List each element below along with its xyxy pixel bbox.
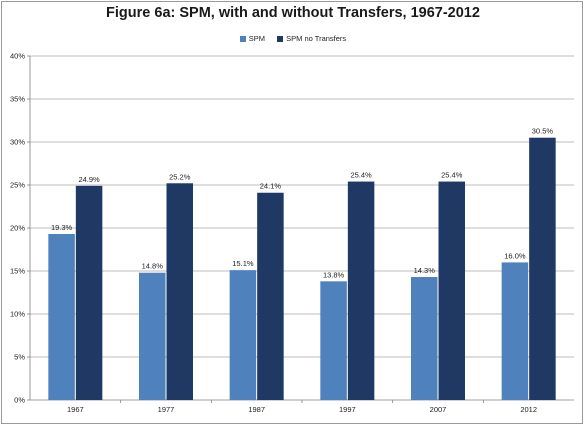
bar-spm-1987 — [229, 270, 257, 400]
legend-swatch-spm — [239, 35, 246, 42]
data-label: 24.1% — [260, 182, 282, 191]
axes: 0% 5% 10% 15% 20% 25% 30% 35% 40% 1967 1977 1987 199… — [10, 52, 574, 414]
gridlines — [30, 55, 574, 358]
data-label: 30.5% — [532, 127, 554, 136]
bar-spm-2012 — [501, 262, 529, 400]
y-tick-label: 30% — [10, 138, 25, 147]
bar-spm-1967 — [48, 234, 75, 400]
chart-title: Figure 6a: SPM, with and without Transfe… — [106, 5, 480, 21]
data-label: 14.3% — [414, 266, 436, 275]
bar-spm-no-transfers-1997 — [347, 181, 375, 400]
x-category-label: 1967 — [67, 405, 84, 414]
data-label: 25.4% — [350, 171, 372, 180]
legend-label-spm: SPM — [248, 34, 266, 43]
bar-spm-1997 — [320, 281, 347, 400]
bar-spm-no-transfers-2007 — [438, 181, 465, 400]
x-category-label: 2012 — [520, 405, 537, 414]
bar-spm-no-transfers-2012 — [529, 137, 556, 400]
x-category-label: 1987 — [248, 405, 265, 414]
legend-swatch-spm-no-transfers — [277, 35, 284, 42]
data-label: 16.0% — [504, 251, 526, 260]
y-tick-label: 0% — [14, 396, 25, 405]
legend-label-spm-no-transfers: SPM no Transfers — [286, 34, 347, 43]
bar-spm-1977 — [139, 272, 166, 400]
data-label: 19.3% — [51, 223, 73, 232]
data-label: 25.2% — [169, 172, 191, 181]
y-tick-label: 10% — [10, 310, 25, 319]
y-tick-label: 25% — [10, 181, 25, 190]
y-tick-label: 5% — [14, 353, 25, 362]
data-label: 24.9% — [78, 175, 100, 184]
legend-entry-spm-no-transfers: SPM no Transfers — [277, 34, 346, 43]
data-label: 15.1% — [232, 259, 254, 268]
data-label: 14.8% — [142, 262, 164, 271]
bar-spm-no-transfers-1967 — [75, 185, 103, 400]
data-label: 25.4% — [441, 171, 463, 180]
chart-legend: SPM SPM no Transfers — [0, 34, 586, 43]
y-tick-label: 15% — [10, 267, 25, 276]
y-tick-label: 20% — [10, 224, 25, 233]
x-category-label: 2007 — [430, 405, 447, 414]
bars — [48, 137, 556, 400]
y-tick-label: 35% — [10, 95, 25, 104]
legend-entry-spm: SPM — [239, 34, 266, 43]
x-category-label: 1997 — [339, 405, 356, 414]
bar-spm-no-transfers-1987 — [257, 192, 284, 400]
data-labels: 19.3% 24.9% 14.8% 25.2% 15.1% 24.1% 13.8% 25.4%… — [51, 127, 553, 280]
bar-spm-2007 — [411, 277, 438, 400]
x-category-label: 1977 — [158, 405, 175, 414]
bar-spm-no-transfers-1977 — [166, 183, 193, 400]
data-label: 13.8% — [323, 270, 345, 279]
y-tick-label: 40% — [10, 52, 25, 61]
